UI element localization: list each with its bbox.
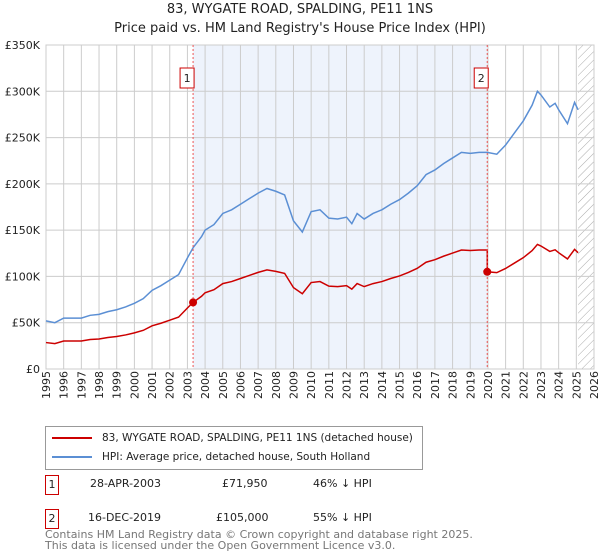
sale-label-box bbox=[179, 67, 195, 89]
legend-label-property: 83, WYGATE ROAD, SPALDING, PE11 1NS (det… bbox=[102, 432, 413, 444]
sale-label: 1 bbox=[184, 72, 191, 85]
x-tick-label: 2003 bbox=[181, 371, 194, 399]
footer-line-2: This data is licensed under the Open Gov… bbox=[45, 539, 396, 552]
x-tick-label: 2013 bbox=[358, 371, 371, 399]
property-line bbox=[45, 243, 579, 345]
x-tick-label: 2001 bbox=[146, 371, 159, 399]
x-tick-label: 2007 bbox=[252, 371, 265, 399]
y-tick-label: £0 bbox=[26, 363, 40, 376]
sale-price: £105,000 bbox=[216, 511, 269, 524]
y-tick-label: £200K bbox=[5, 178, 41, 191]
legend-label-hpi: HPI: Average price, detached house, Sout… bbox=[102, 451, 371, 463]
x-tick-label: 2021 bbox=[500, 371, 513, 399]
x-tick-label: 2006 bbox=[234, 371, 247, 399]
x-tick-label: 2018 bbox=[447, 371, 460, 399]
sale-label: 2 bbox=[478, 72, 485, 85]
sale-period-shade bbox=[193, 45, 488, 369]
x-tick-label: 2009 bbox=[287, 371, 300, 399]
sale-row: 2 16-DEC-2019 £105,000 55% ↓ HPI bbox=[45, 509, 445, 529]
footer: Contains HM Land Registry data © Crown c… bbox=[45, 529, 473, 551]
sale-date: 16-DEC-2019 bbox=[88, 511, 162, 524]
x-tick-label: 2011 bbox=[323, 371, 336, 399]
x-tick-label: 2000 bbox=[128, 371, 141, 399]
legend-item-hpi: HPI: Average price, detached house, Sout… bbox=[52, 448, 370, 466]
x-tick-label: 2004 bbox=[199, 371, 212, 399]
x-tick-label: 2014 bbox=[376, 371, 389, 399]
x-tick-label: 2015 bbox=[394, 371, 407, 399]
sale-badge: 2 bbox=[45, 509, 59, 529]
sale-row: 1 28-APR-2003 £71,950 46% ↓ HPI bbox=[45, 475, 445, 495]
x-tick-label: 2017 bbox=[429, 371, 442, 399]
x-tick-label: 2026 bbox=[588, 371, 600, 399]
forecast-hatch bbox=[578, 45, 594, 369]
x-tick-label: 1997 bbox=[75, 371, 88, 399]
sale-label-box bbox=[473, 67, 489, 89]
x-tick-label: 2016 bbox=[411, 371, 424, 399]
x-tick-label: 2008 bbox=[270, 371, 283, 399]
legend: 83, WYGATE ROAD, SPALDING, PE11 1NS (det… bbox=[45, 426, 423, 470]
x-tick-label: 2005 bbox=[217, 371, 230, 399]
x-tick-label: 1999 bbox=[111, 371, 124, 399]
sale-point bbox=[189, 298, 198, 307]
plot-area: 1995 1996 1997 1998 1999 2000 2001 2002 2003 2004… bbox=[5, 39, 600, 399]
sale-point bbox=[483, 267, 492, 276]
y-tick-label: £350K bbox=[5, 39, 41, 52]
sale-hpi-diff: 55% ↓ HPI bbox=[313, 511, 372, 524]
sale-date: 28-APR-2003 bbox=[90, 477, 162, 490]
y-tick-label: £50K bbox=[12, 317, 41, 330]
sale-price: £71,950 bbox=[222, 477, 268, 490]
y-tick-label: £300K bbox=[5, 85, 41, 98]
plot-frame bbox=[45, 44, 595, 370]
y-tick-label: £150K bbox=[5, 224, 41, 237]
x-tick-label: 2002 bbox=[164, 371, 177, 399]
chart-title: 83, WYGATE ROAD, SPALDING, PE11 1NS bbox=[166, 2, 434, 17]
footer-line-1: Contains HM Land Registry data © Crown c… bbox=[45, 528, 473, 541]
x-tick-label: 1996 bbox=[58, 371, 71, 399]
x-tick-label: 2025 bbox=[570, 371, 583, 399]
legend-swatch-property bbox=[52, 437, 92, 439]
chart-subtitle: Price paid vs. HM Land Registry's House … bbox=[114, 21, 486, 36]
x-tick-label: 2020 bbox=[482, 371, 495, 399]
x-tick-label: 2022 bbox=[517, 371, 530, 399]
x-tick-label: 2010 bbox=[305, 371, 318, 399]
legend-swatch-hpi bbox=[52, 456, 92, 458]
x-tick-label: 1995 bbox=[40, 371, 53, 399]
x-tick-label: 1998 bbox=[93, 371, 106, 399]
x-tick-label: 2012 bbox=[341, 371, 354, 399]
hpi-line bbox=[45, 89, 579, 324]
y-tick-label: £100K bbox=[5, 270, 41, 283]
x-tick-label: 2024 bbox=[553, 371, 566, 399]
legend-item-property: 83, WYGATE ROAD, SPALDING, PE11 1NS (det… bbox=[52, 429, 413, 447]
sale-badge: 1 bbox=[45, 475, 59, 495]
x-tick-label: 2023 bbox=[535, 371, 548, 399]
y-tick-label: £250K bbox=[5, 132, 41, 145]
sale-hpi-diff: 46% ↓ HPI bbox=[313, 477, 372, 490]
x-tick-label: 2019 bbox=[464, 371, 477, 399]
